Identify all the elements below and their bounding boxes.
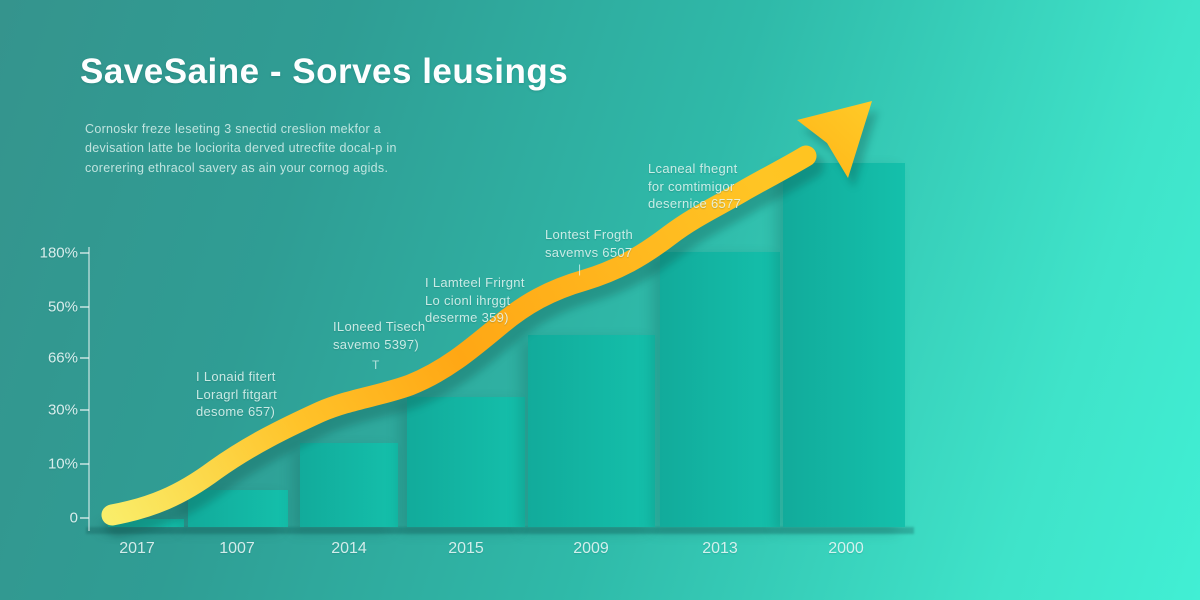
data-annotation: I Lamteel Frirgnt Lo cionl ihrggt deserme …: [425, 275, 525, 326]
y-axis-label: 66%: [47, 349, 78, 367]
x-axis-label: 2000: [828, 540, 864, 557]
y-axis-label: 30%: [47, 401, 78, 419]
x-axis-label: 2009: [573, 540, 609, 557]
y-axis-tick: [80, 517, 89, 519]
y-axis-label: 0: [69, 509, 78, 527]
y-axis-label: 50%: [47, 298, 78, 316]
annotation-marker: T: [372, 358, 380, 372]
y-axis: [88, 247, 90, 531]
subtitle-line: Cornoskr freze leseting 3 snectid cresli…: [85, 122, 381, 136]
page-title: SaveSaine - Sorves leusings: [80, 52, 569, 91]
x-axis-label: 2015: [448, 540, 484, 557]
data-annotation: I Lonaid fitert Loragrl fitgart desome 657…: [196, 369, 278, 420]
x-axis-label: 2014: [331, 540, 367, 557]
chart-subtitle: Cornoskr freze leseting 3 snectid cresli…: [85, 120, 415, 178]
y-axis-tick: [80, 463, 89, 465]
y-axis-tick: [80, 409, 89, 411]
y-axis-tick: [80, 357, 89, 359]
x-axis-label: 2017: [119, 540, 155, 557]
subtitle-line: corerering ethracol savery as ain your c…: [85, 160, 389, 175]
x-axis-label: 1007: [219, 540, 255, 557]
y-axis-label: 180%: [39, 244, 78, 262]
y-axis-label: 10%: [47, 455, 78, 473]
y-axis-tick: [80, 306, 89, 308]
data-annotation: ILoneed Tisech savemo 5397): [333, 319, 426, 352]
data-annotation: Lontest Frogth savemvs 6507: [545, 227, 634, 260]
annotation-marker: |: [578, 262, 582, 276]
y-axis-tick: [80, 252, 89, 254]
x-axis-label: 2013: [702, 540, 738, 557]
subtitle-line: devisation latte be lociorita derved utr…: [85, 141, 397, 156]
data-annotation: Lcaneal fhegnt for comtimigor desernice 65…: [648, 161, 742, 212]
